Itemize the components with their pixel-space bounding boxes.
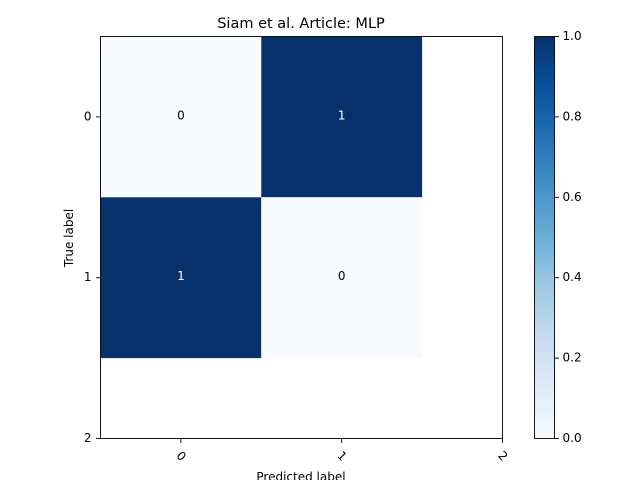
y-axis-ticks: 0 1 2 (84, 109, 101, 445)
y-tick-label: 2 (84, 431, 92, 445)
colorbar (534, 36, 555, 439)
x-axis-ticks: 0 1 2 (174, 438, 511, 464)
x-axis-label: Predicted label (256, 470, 345, 480)
colorbar-tick-label: 0.8 (563, 109, 582, 123)
y-axis-label: True label (62, 209, 76, 268)
cell-value-label: 0 (338, 269, 346, 283)
chart-title: Siam et al. Article: MLP (217, 16, 385, 32)
plot-frame (100, 36, 503, 439)
x-tick-label: 0 (174, 448, 189, 463)
y-tick-label: 0 (84, 109, 92, 123)
x-tick-label: 2 (495, 448, 510, 463)
cell-value-label: 1 (338, 108, 346, 122)
heatmap-cell (261, 36, 423, 198)
heatmap-cells (100, 36, 423, 359)
heatmap-cell (261, 197, 423, 359)
heatmap-cell (100, 197, 262, 359)
heatmap-cell (100, 36, 262, 198)
colorbar-tick-label: 1.0 (563, 29, 582, 43)
cell-value-label: 0 (177, 108, 185, 122)
x-tick-label: 1 (334, 448, 349, 463)
heatmap-cell-labels: 0 1 1 0 (177, 108, 345, 283)
colorbar-ticks: 0.0 0.2 0.4 0.6 0.8 1.0 (554, 29, 582, 445)
colorbar-tick-label: 0.0 (563, 431, 582, 445)
colorbar-tick-label: 0.6 (563, 190, 582, 204)
colorbar-tick-label: 0.4 (563, 270, 582, 284)
colorbar-tick-label: 0.2 (563, 351, 582, 365)
y-tick-label: 1 (84, 270, 92, 284)
cell-value-label: 1 (177, 269, 185, 283)
